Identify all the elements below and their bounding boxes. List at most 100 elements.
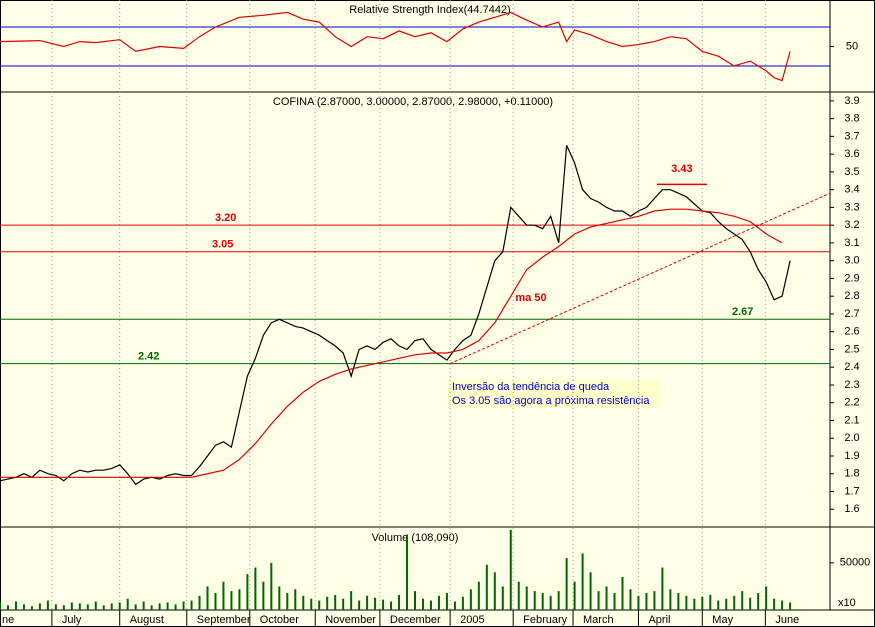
bar <box>6 605 9 610</box>
bar <box>637 595 640 610</box>
bar <box>398 594 401 610</box>
price-subtitle: COFINA (2.87000, 3.00000, 2.87000, 2.980… <box>273 96 553 108</box>
x-tick-label: September <box>197 614 251 626</box>
bar <box>533 591 536 610</box>
bar <box>781 600 784 610</box>
volume-unit: x10 <box>838 597 856 609</box>
bar <box>685 595 688 610</box>
bar <box>350 591 353 610</box>
bar <box>437 595 440 610</box>
bar <box>453 601 456 610</box>
bar <box>262 581 265 610</box>
x-tick-label: October <box>260 614 299 626</box>
x-tick-label: February <box>523 614 568 626</box>
volume-title: Volume (108,090) <box>372 532 459 544</box>
bar <box>509 529 512 610</box>
bar <box>429 600 432 610</box>
bar <box>142 601 145 610</box>
bar <box>230 591 233 610</box>
line-series <box>0 145 791 486</box>
bar <box>733 595 736 610</box>
y-tick-label: 3.9 <box>844 95 859 107</box>
level-label: 3.20 <box>215 212 236 224</box>
bar <box>757 593 760 610</box>
y-tick-label: 1.7 <box>844 485 859 497</box>
bar <box>421 598 424 610</box>
y-tick-label: 2.0 <box>844 432 859 444</box>
bar <box>669 589 672 610</box>
y-tick-label: 2.8 <box>844 290 859 302</box>
y-tick-label: 2.6 <box>844 326 859 338</box>
bar <box>150 605 153 610</box>
line-series <box>0 208 783 478</box>
bar <box>589 572 592 610</box>
bar <box>206 586 209 610</box>
x-tick-label: December <box>390 614 441 626</box>
y-tick-label: 2.7 <box>844 308 859 320</box>
y-tick-label: 50000 <box>840 557 871 569</box>
bar <box>134 604 137 610</box>
bar <box>78 603 81 610</box>
y-tick-label: 2.3 <box>844 379 859 391</box>
x-tick-label: ne <box>2 614 14 626</box>
bar <box>406 534 409 610</box>
bar <box>613 593 616 610</box>
level-label: 2.67 <box>732 306 753 318</box>
level-label: 3.05 <box>212 239 233 251</box>
bar <box>286 593 289 610</box>
bar <box>126 598 129 610</box>
bar <box>222 581 225 610</box>
bar <box>485 564 488 610</box>
x-tick-label: June <box>775 614 799 626</box>
bar <box>573 581 576 610</box>
bar <box>789 602 792 610</box>
bar <box>765 586 768 610</box>
bar <box>390 601 393 610</box>
bar <box>46 600 49 610</box>
bar <box>54 604 57 610</box>
y-tick-label: 2.2 <box>844 397 859 409</box>
y-tick-label: 2.1 <box>844 414 859 426</box>
bar <box>749 597 752 610</box>
x-tick-label: March <box>583 614 614 626</box>
bar <box>318 600 321 610</box>
bar <box>102 605 105 610</box>
x-tick-label: August <box>130 614 164 626</box>
bar <box>541 593 544 610</box>
bar <box>214 593 217 610</box>
y-tick-label: 50 <box>846 40 858 52</box>
bar <box>605 586 608 610</box>
bar <box>501 586 504 610</box>
bar <box>717 600 720 610</box>
y-tick-label: 1.9 <box>844 450 859 462</box>
y-tick-label: 3.1 <box>844 237 859 249</box>
x-tick-label: November <box>325 614 376 626</box>
x-tick-label: April <box>648 614 670 626</box>
bar <box>741 591 744 610</box>
bar <box>302 595 305 610</box>
bar <box>278 586 281 610</box>
bar <box>198 595 201 610</box>
annotation: Inversão da tendência de queda <box>452 381 610 393</box>
bar <box>30 606 33 610</box>
y-tick-label: 3.3 <box>844 201 859 213</box>
y-tick-label: 3.0 <box>844 255 859 267</box>
annotation-box <box>448 380 660 408</box>
bar <box>701 596 704 610</box>
bar <box>693 598 696 610</box>
bar <box>70 602 73 610</box>
bar <box>374 597 377 610</box>
bar <box>565 558 568 610</box>
bar <box>310 598 313 610</box>
bar <box>549 595 552 610</box>
bar <box>62 605 65 610</box>
bar <box>22 604 25 610</box>
bar <box>294 589 297 610</box>
bar <box>334 594 337 610</box>
bar <box>174 604 177 610</box>
bar <box>86 604 89 610</box>
y-tick-label: 1.6 <box>844 503 859 515</box>
y-tick-label: 3.8 <box>844 113 859 125</box>
resistance-label: 3.43 <box>671 163 692 175</box>
